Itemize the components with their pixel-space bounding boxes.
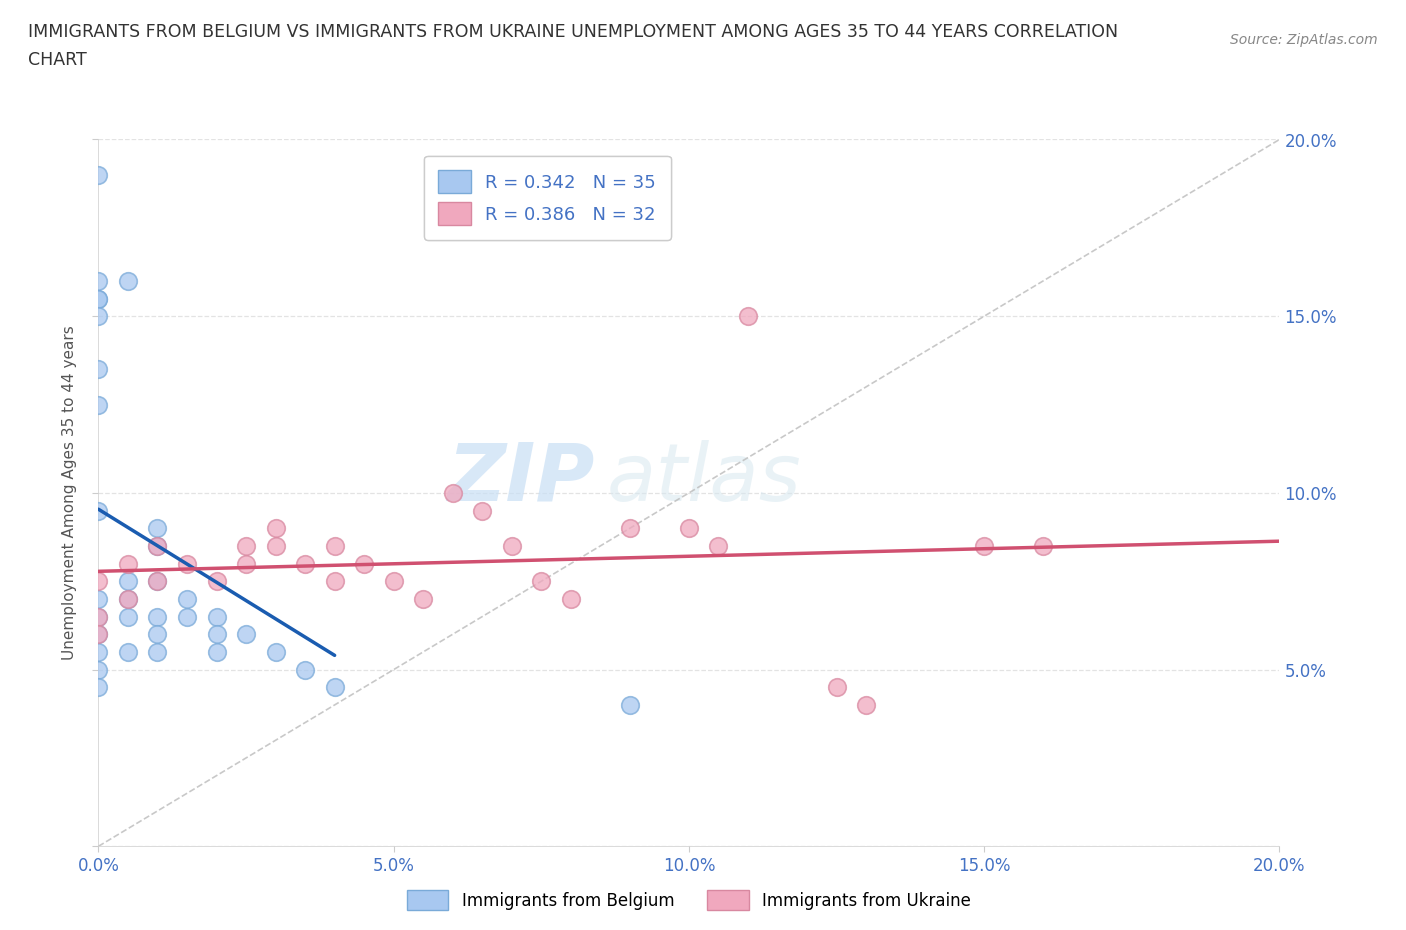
Point (678, 521, 700, 536)
Point (294, 556, 316, 571)
Point (737, 309, 759, 324)
Point (87, 627, 110, 642)
Point (235, 556, 257, 571)
Point (264, 538, 287, 553)
Text: IMMIGRANTS FROM BELGIUM VS IMMIGRANTS FROM UKRAINE UNEMPLOYMENT AMONG AGES 35 TO: IMMIGRANTS FROM BELGIUM VS IMMIGRANTS FR… (28, 23, 1118, 41)
Point (117, 644, 139, 659)
Point (619, 698, 641, 712)
Point (117, 273, 139, 288)
Point (205, 574, 228, 589)
Point (146, 609, 169, 624)
Point (501, 538, 523, 553)
Point (264, 644, 287, 659)
Point (176, 556, 198, 571)
Point (1032, 538, 1054, 553)
Point (530, 574, 553, 589)
Point (87, 662, 110, 677)
Point (441, 485, 464, 500)
Point (264, 521, 287, 536)
Point (87, 680, 110, 695)
Point (412, 591, 434, 606)
Point (619, 521, 641, 536)
Point (87, 627, 110, 642)
Point (825, 680, 848, 695)
Point (87, 503, 110, 518)
Point (235, 627, 257, 642)
Point (117, 591, 139, 606)
Point (146, 627, 169, 642)
Point (87, 362, 110, 377)
Point (87, 609, 110, 624)
Point (87, 273, 110, 288)
Point (323, 574, 346, 589)
Point (323, 538, 346, 553)
Point (146, 644, 169, 659)
Legend: R = 0.342   N = 35, R = 0.386   N = 32: R = 0.342 N = 35, R = 0.386 N = 32 (425, 155, 671, 240)
Point (176, 609, 198, 624)
Point (205, 627, 228, 642)
Point (117, 609, 139, 624)
Y-axis label: Unemployment Among Ages 35 to 44 years: Unemployment Among Ages 35 to 44 years (62, 326, 77, 660)
Point (87, 291, 110, 306)
Point (87, 644, 110, 659)
Point (87, 167, 110, 182)
Point (146, 538, 169, 553)
Point (855, 698, 877, 712)
Point (382, 574, 405, 589)
Text: atlas: atlas (606, 440, 801, 518)
Point (707, 538, 730, 553)
Text: ZIP: ZIP (447, 440, 595, 518)
Point (205, 609, 228, 624)
Point (294, 662, 316, 677)
Point (323, 680, 346, 695)
Text: Source: ZipAtlas.com: Source: ZipAtlas.com (1230, 33, 1378, 46)
Point (117, 591, 139, 606)
Point (146, 521, 169, 536)
Legend: Immigrants from Belgium, Immigrants from Ukraine: Immigrants from Belgium, Immigrants from… (399, 884, 979, 917)
Point (146, 574, 169, 589)
Point (87, 574, 110, 589)
Point (117, 556, 139, 571)
Text: CHART: CHART (28, 51, 87, 69)
Point (117, 574, 139, 589)
Point (235, 538, 257, 553)
Point (560, 591, 582, 606)
Point (176, 591, 198, 606)
Point (471, 503, 494, 518)
Point (205, 644, 228, 659)
Point (973, 538, 995, 553)
Point (87, 609, 110, 624)
Point (87, 291, 110, 306)
Point (87, 397, 110, 412)
Point (87, 309, 110, 324)
Point (146, 574, 169, 589)
Point (146, 538, 169, 553)
Point (353, 556, 375, 571)
Point (87, 591, 110, 606)
